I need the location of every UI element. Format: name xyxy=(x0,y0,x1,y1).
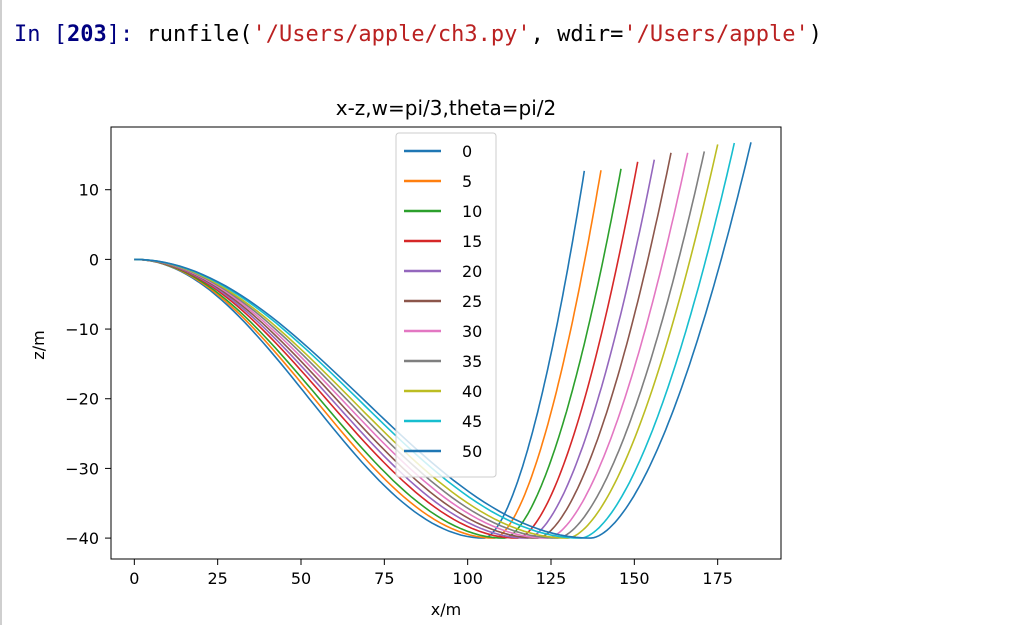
code-arg-wdir: '/Users/apple' xyxy=(623,22,809,47)
x-tick-label: 100 xyxy=(452,569,483,588)
code-close: ) xyxy=(808,22,823,47)
series-line-5 xyxy=(134,170,602,539)
y-tick-label: −30 xyxy=(65,459,99,478)
chart-title: x-z,w=pi/3,theta=pi/2 xyxy=(336,96,557,120)
x-axis-ticks: 0 25 50 75 100 125 150 175 xyxy=(129,559,733,588)
y-tick-label: −20 xyxy=(65,390,99,409)
prompt-bracket-open: [ xyxy=(53,22,67,47)
x-tick-label: 0 xyxy=(129,569,139,588)
x-tick-label: 175 xyxy=(702,569,733,588)
code-arg-file: '/Users/apple/ch3.py' xyxy=(252,22,531,47)
legend-label-35: 35 xyxy=(462,352,482,371)
code-sep: , wdir= xyxy=(530,22,624,47)
y-tick-label: −10 xyxy=(65,320,99,339)
plot-frame xyxy=(110,126,782,560)
legend-label-10: 10 xyxy=(462,202,482,221)
y-tick-label: 0 xyxy=(89,250,99,269)
y-tick-label: 10 xyxy=(79,181,99,200)
legend-label-30: 30 xyxy=(462,322,482,341)
legend-label-20: 20 xyxy=(462,262,482,281)
legend-label-40: 40 xyxy=(462,382,482,401)
series-line-15 xyxy=(134,161,639,539)
x-tick-label: 125 xyxy=(536,569,567,588)
x-tick-label: 50 xyxy=(291,569,311,588)
series-line-50 xyxy=(134,142,752,539)
plot-lines xyxy=(134,142,752,539)
y-axis-ticks: 10 0 −10 −20 −30 −40 xyxy=(65,181,111,548)
prompt-bracket-close: ]: xyxy=(106,22,147,47)
y-tick-label: −40 xyxy=(65,529,99,548)
series-line-10 xyxy=(134,168,622,539)
console-input-line[interactable]: In [203]: runfile('/Users/apple/ch3.py',… xyxy=(14,22,822,47)
x-axis-label: x/m xyxy=(431,600,461,619)
series-line-0 xyxy=(134,170,586,539)
legend-label-15: 15 xyxy=(462,232,482,251)
x-tick-label: 150 xyxy=(619,569,650,588)
x-tick-label: 25 xyxy=(207,569,227,588)
code-func: runfile( xyxy=(146,22,253,47)
legend-label-0: 0 xyxy=(462,142,472,161)
prompt-number: 203 xyxy=(67,22,107,47)
y-axis-label: z/m xyxy=(29,330,48,359)
legend-label-5: 5 xyxy=(462,172,472,191)
line-chart: x-z,w=pi/3,theta=pi/2 0 25 50 75 100 125 150 17… xyxy=(29,96,782,619)
legend-label-25: 25 xyxy=(462,292,482,311)
x-tick-label: 75 xyxy=(374,569,394,588)
legend-label-45: 45 xyxy=(462,412,482,431)
prompt-label: In xyxy=(14,22,54,47)
legend: 0 5 10 15 20 25 30 35 40 45 50 xyxy=(395,132,497,478)
legend-label-50: 50 xyxy=(462,442,482,461)
cell-left-border xyxy=(0,0,2,625)
